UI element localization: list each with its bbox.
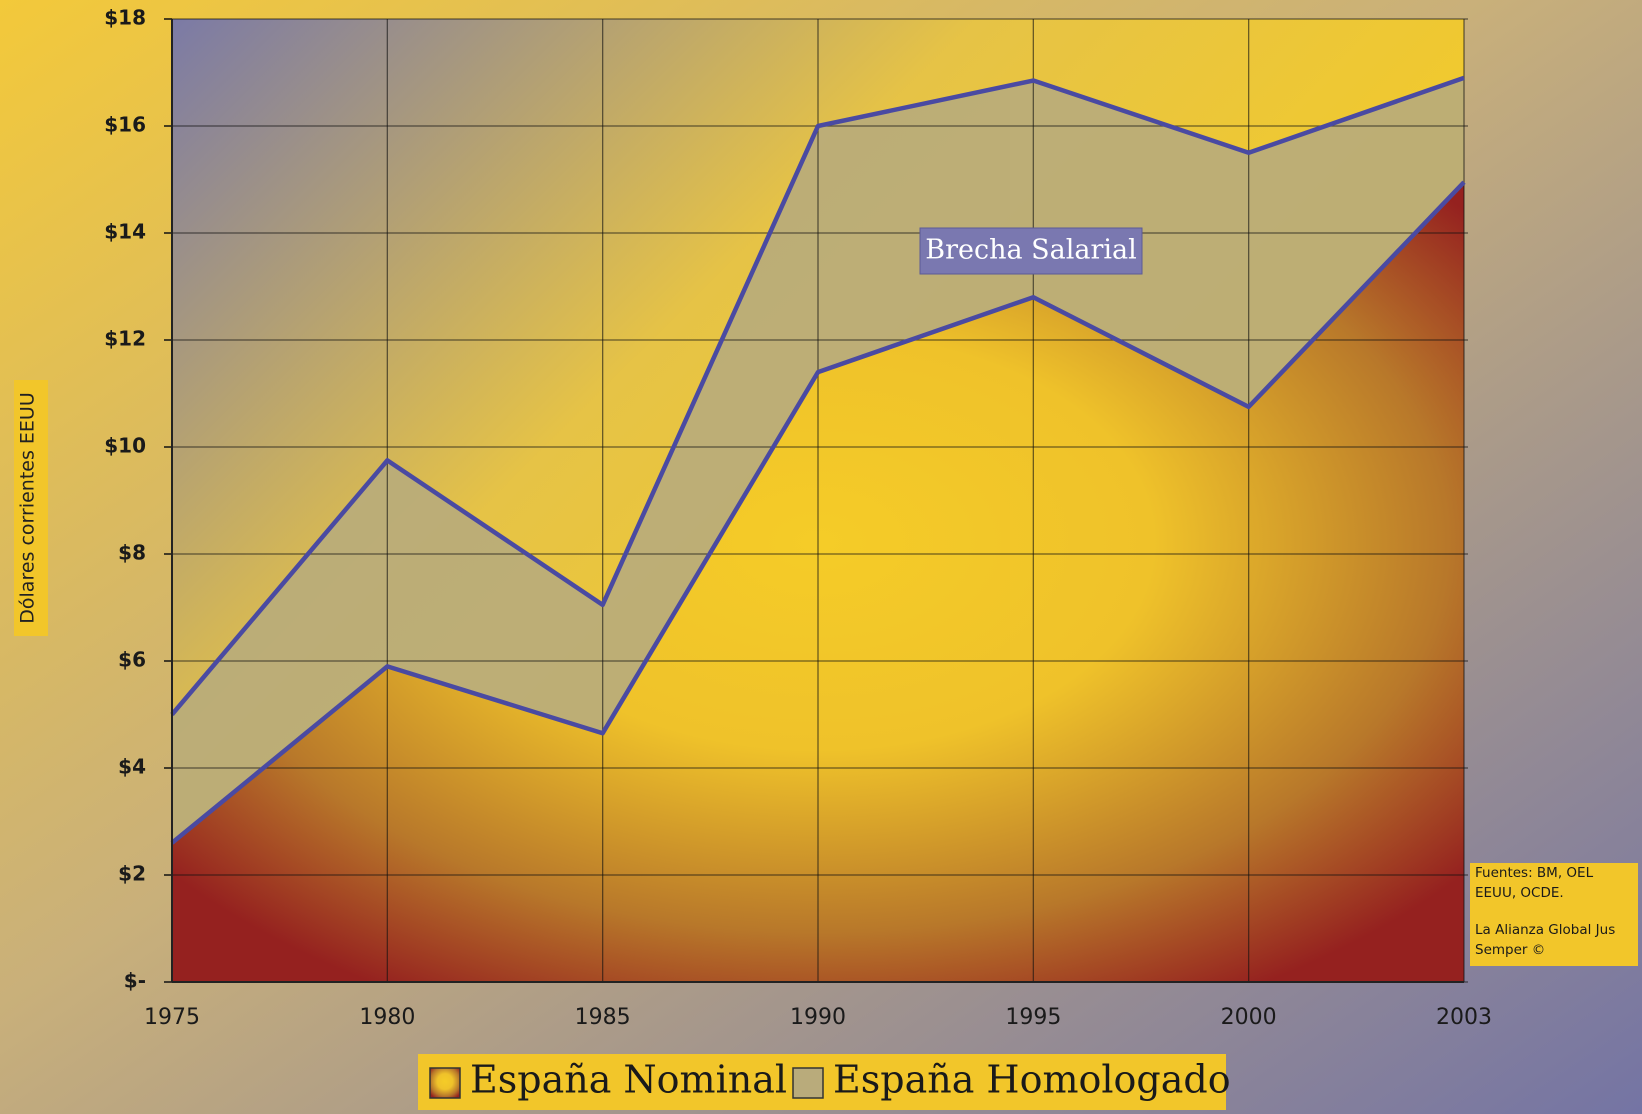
x-tick-label: 1995 bbox=[1005, 1005, 1061, 1030]
y-tick-label: $8 bbox=[118, 541, 146, 565]
series-line bbox=[170, 180, 1466, 845]
source-text: Fuentes: BM, OEL bbox=[1475, 865, 1594, 881]
x-tick-label: 1980 bbox=[359, 1005, 415, 1030]
y-tick-label: $16 bbox=[104, 113, 146, 137]
label-box bbox=[14, 380, 48, 636]
y-tick-label: $12 bbox=[104, 327, 146, 351]
source-text: EEUU, OCDE. bbox=[1475, 885, 1564, 901]
source-box bbox=[1470, 863, 1638, 966]
y-tick-label: $14 bbox=[104, 220, 146, 244]
x-tick-label: 2003 bbox=[1436, 1005, 1492, 1030]
y-tick-label: $10 bbox=[104, 434, 146, 458]
x-tick-label: 2000 bbox=[1221, 1005, 1277, 1030]
series-line bbox=[170, 75, 1465, 716]
legend-label: España Homologado bbox=[833, 1058, 1231, 1102]
annotation-box bbox=[919, 227, 1143, 275]
y-tick-label: $2 bbox=[118, 862, 146, 886]
source-text: La Alianza Global Jus bbox=[1475, 922, 1615, 938]
source-text: Semper © bbox=[1475, 942, 1545, 958]
annotation: Brecha Salarial bbox=[925, 235, 1137, 266]
legend-swatch bbox=[429, 1067, 461, 1099]
legend-label: España Nominal bbox=[470, 1058, 787, 1102]
y-tick-label: $- bbox=[124, 969, 146, 993]
y-tick-label: $4 bbox=[118, 755, 146, 779]
legend-swatch bbox=[792, 1067, 824, 1099]
y-tick-label: $18 bbox=[104, 6, 146, 30]
x-tick-label: 1985 bbox=[575, 1005, 631, 1030]
x-tick-label: 1975 bbox=[144, 1005, 200, 1030]
y-axis-label: Dólares corrientes EEUU bbox=[17, 392, 39, 623]
x-tick-label: 1990 bbox=[790, 1005, 846, 1030]
y-tick-label: $6 bbox=[118, 648, 146, 672]
